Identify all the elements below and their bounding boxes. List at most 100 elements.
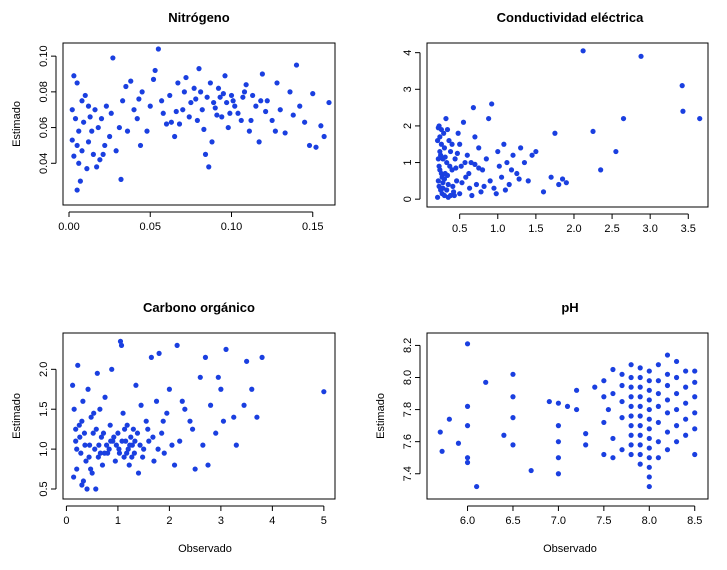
data-point bbox=[241, 89, 248, 95]
data-point bbox=[628, 384, 634, 390]
data-point bbox=[619, 371, 625, 377]
data-point bbox=[141, 446, 147, 452]
data-point bbox=[179, 398, 185, 404]
data-point bbox=[82, 92, 88, 99]
data-point bbox=[111, 434, 117, 440]
data-point bbox=[150, 434, 156, 440]
data-point bbox=[464, 152, 470, 158]
data-point bbox=[250, 92, 256, 99]
data-point bbox=[628, 374, 634, 381]
data-point bbox=[86, 442, 93, 448]
data-point bbox=[86, 454, 92, 460]
y-tick-label: 1.0 bbox=[38, 441, 50, 456]
data-point bbox=[447, 148, 454, 155]
data-point bbox=[82, 442, 88, 448]
data-point bbox=[438, 126, 444, 133]
x-tick-label: 1.0 bbox=[490, 223, 505, 235]
data-point bbox=[514, 170, 520, 177]
data-point bbox=[646, 464, 652, 470]
data-point bbox=[167, 92, 173, 99]
x-tick-label: 2.5 bbox=[604, 223, 619, 235]
data-point bbox=[274, 80, 280, 86]
data-point bbox=[87, 114, 93, 120]
y-tick-label: 1 bbox=[402, 159, 414, 165]
data-point bbox=[92, 446, 98, 452]
data-point bbox=[605, 406, 611, 413]
data-point bbox=[487, 178, 493, 184]
data-point bbox=[683, 384, 689, 390]
data-point bbox=[146, 438, 152, 444]
data-point bbox=[310, 91, 316, 97]
data-point bbox=[74, 187, 80, 193]
data-point bbox=[124, 128, 131, 134]
data-point bbox=[88, 466, 94, 472]
data-point bbox=[103, 442, 110, 448]
y-axis-label: Estimado bbox=[11, 393, 23, 439]
data-point bbox=[458, 163, 464, 169]
data-point bbox=[443, 115, 449, 122]
data-point bbox=[120, 410, 126, 416]
data-point bbox=[89, 470, 95, 476]
data-point bbox=[508, 167, 515, 173]
data-point bbox=[224, 99, 230, 106]
data-point bbox=[197, 374, 203, 380]
data-point bbox=[450, 183, 456, 189]
data-point bbox=[235, 110, 241, 116]
data-point bbox=[559, 176, 566, 182]
data-point bbox=[79, 98, 85, 104]
data-point bbox=[254, 414, 260, 420]
data-point bbox=[556, 181, 562, 188]
data-point bbox=[116, 124, 122, 131]
data-point bbox=[646, 474, 652, 480]
data-point bbox=[510, 442, 516, 448]
data-point bbox=[540, 189, 547, 195]
data-point bbox=[683, 432, 689, 438]
data-point bbox=[194, 117, 200, 124]
data-point bbox=[664, 382, 671, 389]
data-point bbox=[128, 434, 134, 440]
data-point bbox=[84, 166, 90, 172]
data-point bbox=[673, 390, 680, 397]
data-point bbox=[516, 176, 522, 182]
data-point bbox=[151, 458, 157, 464]
data-point bbox=[117, 338, 124, 344]
data-point bbox=[646, 387, 652, 393]
data-point bbox=[120, 98, 126, 104]
data-point bbox=[518, 145, 524, 151]
data-point bbox=[91, 410, 97, 416]
data-point bbox=[121, 454, 127, 460]
data-point bbox=[74, 80, 80, 86]
data-point bbox=[525, 178, 531, 184]
data-point bbox=[462, 159, 468, 166]
data-point bbox=[628, 403, 634, 409]
data-point bbox=[637, 365, 643, 371]
data-point bbox=[444, 126, 451, 133]
data-point bbox=[510, 394, 516, 400]
data-point bbox=[646, 455, 652, 461]
data-point bbox=[131, 450, 137, 456]
data-point bbox=[98, 116, 105, 122]
data-point bbox=[155, 46, 161, 52]
data-point bbox=[637, 374, 643, 381]
data-point bbox=[457, 191, 463, 197]
data-point bbox=[436, 183, 442, 189]
data-point bbox=[637, 442, 643, 448]
data-point bbox=[188, 99, 194, 106]
data-point bbox=[69, 107, 75, 113]
data-point bbox=[79, 418, 85, 424]
data-point bbox=[498, 174, 505, 180]
data-point bbox=[222, 73, 228, 79]
x-tick-label: 2 bbox=[166, 515, 172, 527]
data-point bbox=[77, 434, 83, 440]
y-axis: 7.4 7.6 7.8 8.0 8.2 bbox=[402, 338, 421, 481]
data-point bbox=[491, 185, 497, 191]
data-point bbox=[129, 454, 135, 460]
data-point bbox=[628, 451, 634, 458]
data-point bbox=[637, 451, 643, 458]
data-point bbox=[123, 83, 129, 90]
data-point bbox=[664, 447, 671, 453]
data-point bbox=[80, 398, 86, 404]
data-point bbox=[256, 139, 262, 145]
data-point bbox=[196, 66, 202, 72]
data-point bbox=[94, 370, 100, 376]
